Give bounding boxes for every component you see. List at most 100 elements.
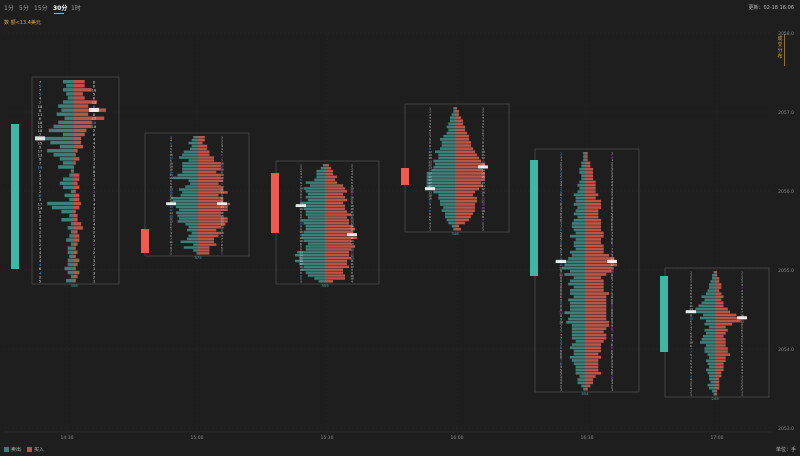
sell-bar-1-8 [188, 159, 198, 162]
buy-bar-5-33 [715, 371, 722, 375]
sell-volume-5-16: 6 [690, 319, 692, 323]
buy-bar-5-5 [715, 286, 722, 289]
buy-bar-3-0 [455, 107, 457, 110]
sell-bar-1-34 [188, 234, 198, 238]
buy-bar-1-26 [198, 211, 221, 214]
sell-volume-0-34: 8 [39, 217, 42, 222]
sell-volume-4-50: 11 [559, 311, 563, 315]
timeframe-tab-1m[interactable]: 1分 [4, 5, 14, 12]
buy-volume-0-25: 2 [93, 181, 95, 186]
buy-volume-0-8: 8 [93, 112, 96, 117]
sell-volume-0-8: 11 [38, 112, 43, 117]
sell-bar-2-10 [307, 193, 325, 196]
buy-bar-3-30 [455, 200, 477, 203]
sell-bar-4-71 [577, 378, 585, 381]
sell-bar-0-16 [59, 144, 74, 149]
sell-bar-1-12 [182, 170, 198, 174]
buy-bar-1-37 [198, 243, 217, 246]
buy-volume-4-68: 5 [611, 368, 613, 372]
sell-volume-4-4: 2 [560, 164, 562, 168]
buy-bar-5-28 [715, 356, 726, 359]
buy-bar-4-11 [585, 187, 596, 190]
buy-volume-4-57: 8 [611, 333, 613, 337]
sell-volume-2-24: 11 [299, 233, 303, 237]
buy-bar-0-48 [74, 274, 78, 279]
buy-bar-4-43 [585, 289, 604, 292]
timeframe-tab-15m[interactable]: 15分 [34, 5, 48, 12]
buy-bar-2-27 [325, 242, 351, 245]
buy-bar-3-19 [455, 165, 487, 169]
sell-bar-4-53 [566, 320, 585, 324]
sell-bar-3-34 [445, 212, 455, 216]
sell-volume-2-8: 10 [299, 187, 303, 191]
sell-volume-2-20: 10 [299, 222, 303, 226]
buy-volume-3-3: 3 [482, 116, 484, 120]
buy-volume-4-31: 7 [611, 250, 613, 254]
timeframe-tab-5m[interactable]: 5分 [19, 5, 29, 12]
sell-bar-1-21 [171, 196, 198, 200]
sell-bar-4-51 [570, 314, 585, 318]
sell-bar-2-12 [307, 198, 325, 202]
poc-highlight-4 [556, 259, 566, 264]
buy-volume-1-39: 5 [221, 249, 223, 253]
sell-bar-1-5 [183, 150, 198, 153]
buy-volume-4-14: 4 [611, 196, 613, 200]
timeframe-tab-1h[interactable]: 1时 [71, 5, 81, 12]
sell-bar-4-73 [581, 384, 585, 388]
buy-volume-5-12: 6 [741, 307, 743, 311]
sell-bar-1-31 [188, 225, 198, 229]
buy-bar-4-55 [585, 327, 607, 330]
buy-bar-4-18 [585, 209, 599, 213]
sell-volume-5-25: 7 [690, 347, 692, 351]
sell-bar-4-1 [583, 155, 585, 158]
sell-bar-5-13 [685, 310, 715, 314]
sell-bar-3-36 [446, 218, 455, 222]
sell-bar-3-0 [453, 107, 455, 110]
sell-bar-5-32 [706, 368, 715, 372]
buy-bar-3-10 [455, 138, 469, 141]
buy-bar-3-3 [455, 116, 461, 119]
buy-bar-3-8 [455, 131, 467, 135]
buy-bar-4-47 [585, 301, 607, 305]
buy-bar-5-15 [715, 316, 747, 320]
sell-bar-4-61 [570, 346, 585, 350]
sell-bar-3-6 [446, 125, 455, 129]
sell-volume-2-33: 14 [299, 259, 303, 263]
buy-bar-3-23 [455, 178, 485, 181]
buy-volume-1-31: 10 [220, 225, 224, 229]
y-tick-3: 2055.0 [778, 268, 794, 274]
y-tick-0: 2058.0 [778, 31, 794, 37]
sell-volume-0-40: 2 [39, 242, 41, 247]
sell-volume-2-39: 5 [300, 277, 302, 281]
sell-volume-0-2: 7 [39, 88, 42, 93]
buy-bar-1-15 [198, 179, 224, 183]
sell-volume-1-33: 4 [170, 231, 172, 235]
buy-bar-2-35 [325, 265, 349, 269]
sell-volume-4-71: 4 [560, 378, 562, 382]
sell-volume-4-19: 6 [560, 212, 562, 216]
x-tick-2: 15:30 [321, 435, 334, 441]
sell-bar-2-39 [314, 277, 325, 280]
buy-volume-4-49: 8 [611, 308, 613, 312]
buy-volume-2-5: 5 [351, 178, 353, 182]
buy-bar-5-3 [715, 280, 720, 283]
sell-volume-4-10: 4 [560, 184, 562, 188]
buy-bar-4-24 [585, 228, 601, 232]
side-label[interactable]: 成交分布 [777, 36, 783, 60]
buy-volume-2-27: 13 [350, 242, 354, 246]
buy-bar-3-20 [455, 169, 483, 172]
sell-volume-4-57: 7 [560, 333, 562, 337]
sell-volume-0-20: 7 [39, 161, 42, 166]
timeframe-tab-30m[interactable]: 30分 [53, 5, 68, 12]
buy-volume-4-16: 6 [611, 203, 613, 207]
sell-bar-5-25 [704, 347, 715, 350]
sell-bar-3-37 [448, 221, 455, 225]
buy-bar-4-14 [585, 196, 596, 200]
buy-bar-3-7 [455, 128, 465, 132]
buy-bar-2-33 [325, 259, 347, 263]
sell-bar-4-9 [579, 180, 585, 184]
sell-volume-3-5: 4 [429, 122, 431, 126]
buy-volume-0-32: 1 [93, 209, 96, 214]
buy-bar-0-2 [74, 88, 92, 92]
